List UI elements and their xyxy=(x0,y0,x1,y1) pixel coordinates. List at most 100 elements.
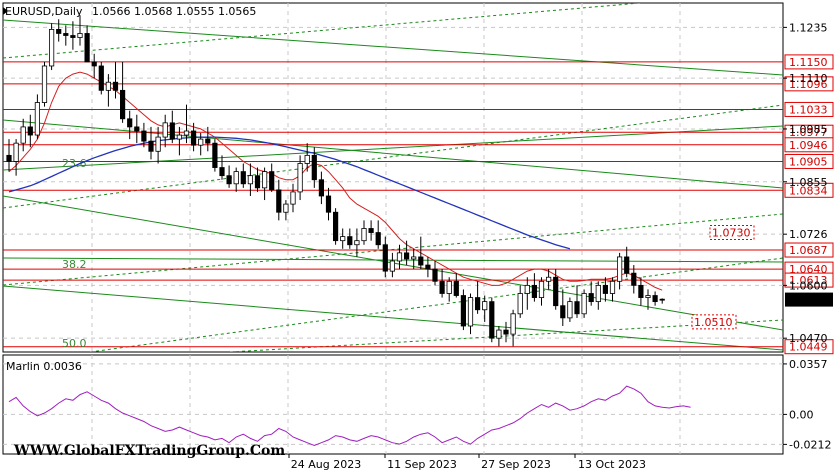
level-label: 1.0977 xyxy=(789,126,828,139)
candle-bull xyxy=(233,171,239,185)
level-label-box xyxy=(784,76,834,92)
current-price-label: 1.0565 xyxy=(789,294,828,307)
candle-bear xyxy=(276,189,282,213)
candle-bear xyxy=(382,244,388,272)
osc-y-tick-label: -0.0212 xyxy=(789,438,831,451)
level-label-box xyxy=(784,242,834,258)
candle-bear xyxy=(659,298,665,301)
candle-bear xyxy=(624,256,630,274)
symbol-label: EURUSD,Daily xyxy=(5,5,83,18)
osc-y-tick-label: 0.00 xyxy=(789,408,814,421)
marlin-line-group xyxy=(8,385,691,447)
candle-bull xyxy=(105,81,111,91)
osc-y-tick-label: 0.0357 xyxy=(789,358,828,371)
candle-bear xyxy=(375,232,381,246)
candle-bull xyxy=(510,313,516,335)
fan-line xyxy=(3,213,783,286)
candle-bear xyxy=(141,130,147,142)
candle-bull xyxy=(162,122,168,138)
channel-line xyxy=(3,19,783,76)
annotation-box xyxy=(709,225,755,241)
candle-bear xyxy=(588,293,594,303)
current-price-box xyxy=(785,292,833,307)
candle-bear xyxy=(70,35,76,38)
candle-bear xyxy=(503,329,509,335)
level-label-box xyxy=(784,101,834,117)
candle-bull xyxy=(183,130,190,136)
x-tick-label: 13 Oct 2023 xyxy=(578,458,646,471)
y-tick-label: 1.0985 xyxy=(789,123,828,136)
candle-bull xyxy=(411,256,417,260)
candle-bear xyxy=(190,130,197,146)
candle-bull xyxy=(595,284,601,303)
level-label-box xyxy=(784,153,834,169)
level-label-box xyxy=(784,54,834,70)
marlin-panel xyxy=(2,354,784,455)
candle-bull xyxy=(581,293,587,315)
candle-bear xyxy=(91,61,97,67)
candle-bear xyxy=(474,297,481,311)
annotation-label: 1.0730 xyxy=(712,227,751,240)
collapse-triangle-icon[interactable] xyxy=(3,7,8,15)
candle-bull xyxy=(609,280,616,294)
candle-bear xyxy=(553,276,559,307)
y-tick-label: 1.1110 xyxy=(789,72,828,85)
fan-line xyxy=(3,104,783,209)
candle-bear xyxy=(332,211,339,242)
candle-bear xyxy=(226,175,232,185)
candle-bear xyxy=(560,305,566,319)
candle-bear xyxy=(63,33,69,36)
candle-bear xyxy=(368,228,374,233)
candle-bear xyxy=(148,140,154,152)
candle-bull xyxy=(496,329,502,339)
price-panel xyxy=(2,2,784,353)
channel-line xyxy=(3,285,783,351)
marlin-title: Marlin 0.0036 xyxy=(6,360,82,373)
candle-bear xyxy=(652,295,658,303)
candle-bear xyxy=(325,195,332,213)
candle-bull xyxy=(176,134,182,140)
y-tick-label: 1.0855 xyxy=(789,176,828,189)
level-label: 1.0905 xyxy=(789,155,828,168)
candle-bull xyxy=(617,256,623,282)
annotation-box xyxy=(691,314,737,330)
candle-bear xyxy=(120,89,126,120)
candle-bear xyxy=(403,252,410,260)
candle-bull xyxy=(389,260,396,272)
candle-bull xyxy=(304,154,310,164)
candle-bear xyxy=(56,29,62,34)
candle-bear xyxy=(439,280,445,294)
candle-bear xyxy=(638,284,644,298)
candle-bull xyxy=(524,284,530,294)
candle-bull xyxy=(247,175,253,185)
candle-bear xyxy=(6,154,12,162)
channel-line xyxy=(3,125,783,171)
channel-line xyxy=(3,257,783,263)
candle-bull xyxy=(290,191,296,205)
candle-bear xyxy=(240,171,246,185)
moving-averages xyxy=(8,71,663,291)
y-tick-label: 1.0470 xyxy=(789,332,828,345)
level-label: 1.0946 xyxy=(789,139,828,152)
ma-fast-line xyxy=(8,71,663,291)
fib-label: 50.0 xyxy=(62,337,87,350)
watermark: WWW.GlobalFXTradingGroup.Com xyxy=(13,443,285,459)
candle-bull xyxy=(198,138,204,146)
candle-bull xyxy=(155,136,161,152)
candle-bear xyxy=(574,301,580,315)
candle-bear xyxy=(134,126,140,132)
candle-bear xyxy=(254,175,261,189)
ohlc-values: 1.0566 1.0568 1.0555 1.0565 xyxy=(92,5,256,18)
candle-bull xyxy=(34,102,41,136)
candle-bull xyxy=(482,301,488,311)
candle-bear xyxy=(531,284,538,298)
candle-bear xyxy=(460,295,467,327)
ma-slow-line xyxy=(8,136,571,250)
marlin-grid xyxy=(3,355,783,454)
candle-bull xyxy=(340,236,346,242)
fib-label: 23.6 xyxy=(62,157,87,170)
candle-bull xyxy=(41,65,48,103)
candle-bear xyxy=(219,167,225,177)
